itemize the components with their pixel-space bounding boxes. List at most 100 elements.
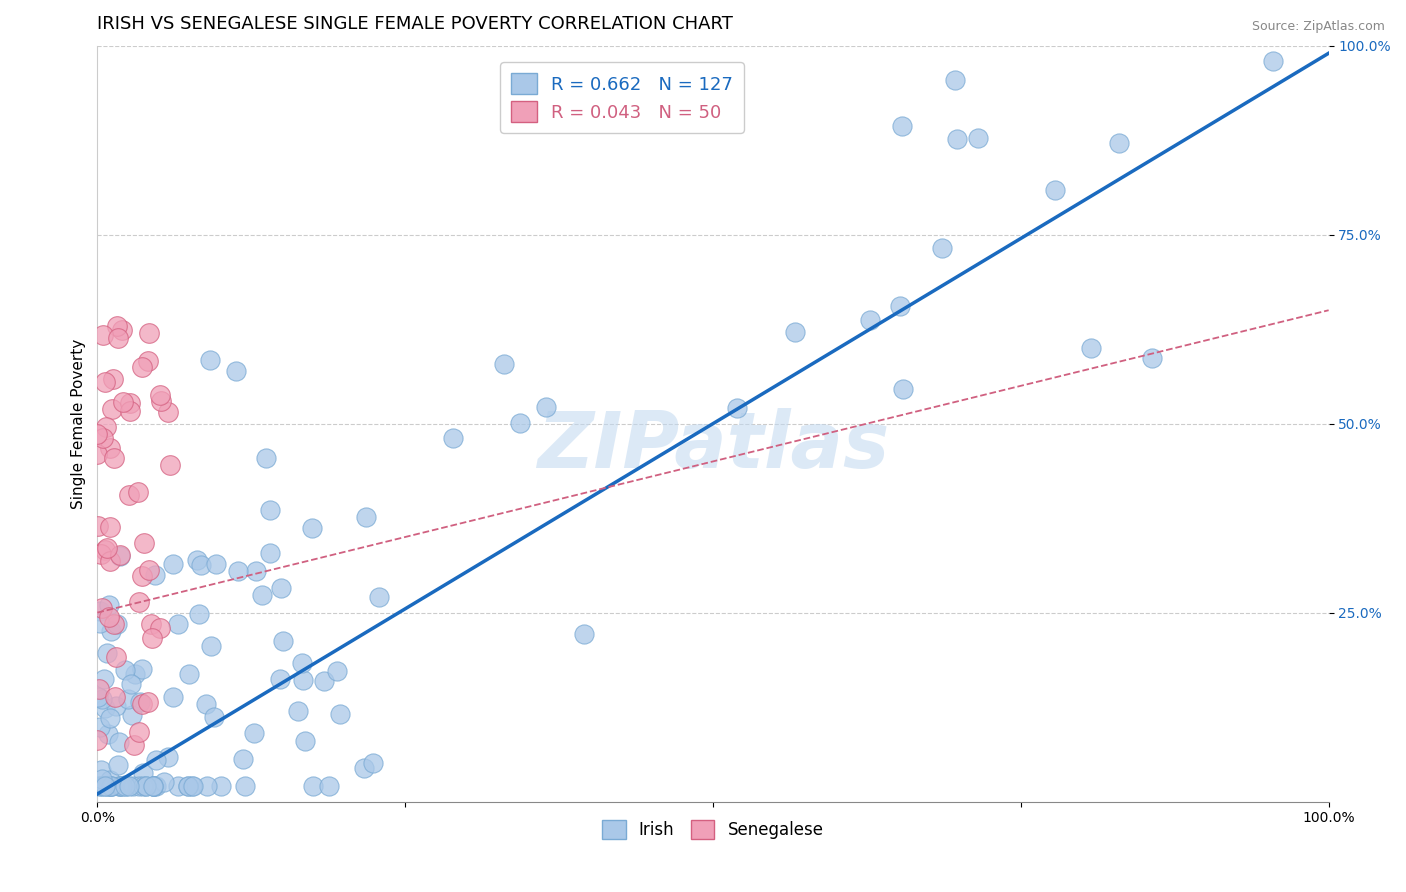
Point bbox=[200, 639, 222, 653]
Point bbox=[118, 488, 141, 502]
Point bbox=[946, 132, 969, 146]
Point bbox=[291, 673, 314, 688]
Point bbox=[135, 780, 157, 794]
Point bbox=[91, 432, 114, 446]
Point bbox=[156, 405, 179, 419]
Point bbox=[132, 766, 155, 780]
Point bbox=[931, 241, 953, 255]
Point bbox=[572, 626, 595, 640]
Point bbox=[97, 780, 120, 794]
Point bbox=[110, 780, 132, 794]
Point bbox=[91, 601, 114, 615]
Point bbox=[134, 536, 156, 550]
Point bbox=[195, 780, 218, 794]
Point bbox=[111, 323, 134, 337]
Point bbox=[131, 359, 153, 374]
Point bbox=[136, 354, 159, 368]
Point bbox=[198, 353, 221, 368]
Point bbox=[124, 667, 146, 681]
Point bbox=[509, 417, 531, 431]
Point bbox=[94, 780, 117, 794]
Point bbox=[204, 558, 226, 572]
Point bbox=[96, 646, 118, 660]
Point bbox=[120, 404, 142, 418]
Point bbox=[138, 563, 160, 577]
Point bbox=[98, 780, 121, 794]
Point bbox=[90, 780, 112, 794]
Text: Source: ZipAtlas.com: Source: ZipAtlas.com bbox=[1251, 20, 1385, 33]
Point bbox=[329, 706, 352, 721]
Point bbox=[134, 780, 156, 794]
Point bbox=[108, 780, 131, 794]
Point bbox=[149, 388, 172, 402]
Point bbox=[190, 558, 212, 573]
Point bbox=[87, 519, 110, 533]
Point bbox=[94, 420, 117, 434]
Point bbox=[142, 780, 165, 794]
Point bbox=[94, 701, 117, 715]
Point bbox=[153, 775, 176, 789]
Point bbox=[441, 432, 464, 446]
Point bbox=[86, 426, 108, 441]
Point bbox=[891, 120, 914, 134]
Point bbox=[725, 401, 748, 415]
Point bbox=[1261, 54, 1284, 68]
Point bbox=[110, 780, 132, 794]
Point bbox=[142, 780, 165, 794]
Point bbox=[100, 401, 122, 416]
Point bbox=[143, 568, 166, 582]
Point bbox=[98, 711, 121, 725]
Point bbox=[96, 780, 118, 794]
Point bbox=[1080, 342, 1102, 356]
Point bbox=[149, 621, 172, 635]
Point bbox=[89, 604, 111, 618]
Point bbox=[107, 780, 129, 794]
Point bbox=[141, 616, 163, 631]
Point bbox=[1142, 351, 1164, 365]
Point bbox=[361, 756, 384, 771]
Point bbox=[103, 450, 125, 465]
Point bbox=[209, 780, 232, 794]
Point bbox=[104, 690, 127, 704]
Point bbox=[96, 541, 118, 555]
Point bbox=[1108, 136, 1130, 150]
Point bbox=[86, 447, 108, 461]
Point bbox=[141, 632, 163, 646]
Point bbox=[105, 617, 128, 632]
Point bbox=[98, 520, 121, 534]
Point bbox=[114, 780, 136, 794]
Point bbox=[98, 441, 121, 455]
Point bbox=[179, 666, 201, 681]
Point bbox=[108, 549, 131, 563]
Point bbox=[301, 520, 323, 534]
Point bbox=[112, 395, 135, 409]
Point bbox=[104, 698, 127, 713]
Point bbox=[86, 690, 108, 704]
Point bbox=[89, 720, 111, 734]
Point bbox=[294, 734, 316, 748]
Point bbox=[86, 732, 108, 747]
Point bbox=[114, 778, 136, 792]
Point bbox=[149, 393, 172, 408]
Point bbox=[270, 581, 292, 595]
Point bbox=[117, 692, 139, 706]
Point bbox=[162, 557, 184, 571]
Point bbox=[100, 780, 122, 794]
Point bbox=[245, 565, 267, 579]
Point bbox=[129, 695, 152, 709]
Point bbox=[90, 763, 112, 777]
Point bbox=[259, 503, 281, 517]
Point bbox=[98, 609, 121, 624]
Point bbox=[177, 780, 200, 794]
Point bbox=[195, 697, 218, 711]
Point bbox=[254, 451, 277, 466]
Point bbox=[259, 546, 281, 560]
Point bbox=[103, 616, 125, 631]
Point bbox=[943, 72, 966, 87]
Point bbox=[494, 357, 516, 371]
Point bbox=[302, 780, 325, 794]
Point bbox=[114, 663, 136, 677]
Point bbox=[131, 568, 153, 582]
Point bbox=[93, 672, 115, 686]
Point bbox=[128, 725, 150, 739]
